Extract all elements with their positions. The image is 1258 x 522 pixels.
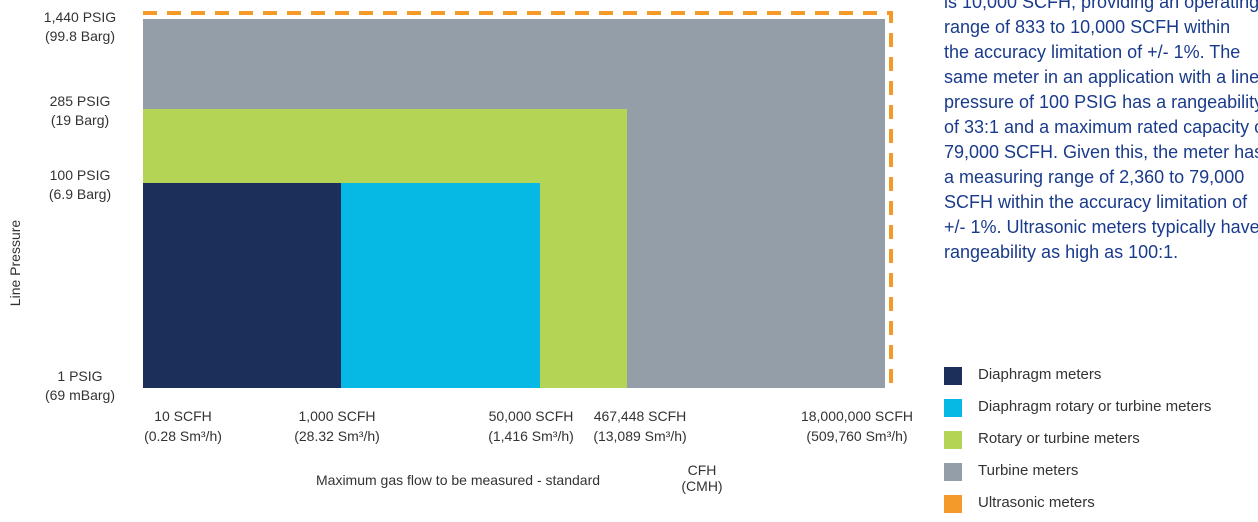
paragraph-line: pressure of 100 PSIG has a rangeability bbox=[944, 92, 1258, 112]
x-axis-unit: CFH (CMH) bbox=[681, 462, 723, 494]
paragraph-line: a measuring range of 2,360 to 79,000 bbox=[944, 167, 1245, 187]
y-tick-label: 1 PSIG (69 mBarg) bbox=[44, 368, 116, 403]
paragraph-line: 79,000 SCFH. Given this, the meter has bbox=[944, 142, 1258, 162]
legend-swatch bbox=[944, 431, 962, 449]
series-diaphragm-meters bbox=[143, 183, 341, 388]
y-axis-title: Line Pressure bbox=[7, 219, 23, 307]
x-tick-label: 467,448 SCFH (13,089 Sm³/h) bbox=[593, 408, 687, 444]
legend-swatch bbox=[944, 367, 962, 385]
paragraph-line: same meter in an application with a line bbox=[944, 67, 1258, 87]
series-ultrasonic-meters bbox=[143, 11, 893, 388]
paragraph-line: is 10,000 SCFH, providing an operating bbox=[944, 0, 1258, 12]
paragraph-line: the accuracy limitation of +/- 1%. The bbox=[944, 42, 1241, 62]
paragraph-line: SCFH within the accuracy limitation of bbox=[944, 192, 1248, 212]
y-tick-label: 100 PSIG (6.9 Barg) bbox=[48, 167, 112, 202]
legend-item: Turbine meters bbox=[944, 458, 1258, 490]
legend-item: Diaphragm rotary or turbine meters bbox=[944, 394, 1258, 426]
legend-label: Diaphragm meters bbox=[978, 366, 1102, 383]
paragraph-line: of 33:1 and a maximum rated capacity of bbox=[944, 117, 1258, 137]
chart-legend: Diaphragm meters Diaphragm rotary or tur… bbox=[944, 362, 1258, 522]
x-tick-label: 10 SCFH (0.28 Sm³/h) bbox=[144, 408, 222, 444]
chart-plot bbox=[143, 11, 893, 388]
legend-label: Rotary or turbine meters bbox=[978, 430, 1140, 447]
legend-swatch bbox=[944, 495, 962, 513]
legend-label: Diaphragm rotary or turbine meters bbox=[978, 398, 1212, 415]
x-tick-label: 18,000,000 SCFH (509,760 Sm³/h) bbox=[800, 408, 914, 444]
legend-item: Ultrasonic meters bbox=[944, 490, 1258, 522]
legend-label: Ultrasonic meters bbox=[978, 494, 1095, 511]
paragraph-line: rangeability as high as 100:1. bbox=[944, 242, 1179, 262]
legend-label: Turbine meters bbox=[978, 462, 1079, 479]
legend-swatch bbox=[944, 399, 962, 417]
meter-range-chart: 1,440 PSIG (99.8 Barg) 285 PSIG (19 Barg… bbox=[7, 0, 1258, 513]
paragraph-line: range of 833 to 10,000 SCFH within bbox=[944, 17, 1231, 37]
paragraph-line: +/- 1%. Ultrasonic meters typically have bbox=[944, 217, 1258, 237]
y-tick-label: 285 PSIG (19 Barg) bbox=[49, 93, 111, 128]
legend-swatch bbox=[944, 463, 962, 481]
x-axis-title: Maximum gas flow to be measured - standa… bbox=[316, 472, 601, 488]
y-tick-label: 1,440 PSIG (99.8 Barg) bbox=[43, 9, 117, 44]
legend-item: Diaphragm meters bbox=[944, 362, 1258, 394]
legend-item: Rotary or turbine meters bbox=[944, 426, 1258, 458]
description-paragraph: is 10,000 SCFH, providing an operating r… bbox=[944, 0, 1258, 265]
x-tick-label: 50,000 SCFH (1,416 Sm³/h) bbox=[488, 408, 574, 444]
x-tick-label: 1,000 SCFH (28.32 Sm³/h) bbox=[294, 408, 380, 444]
